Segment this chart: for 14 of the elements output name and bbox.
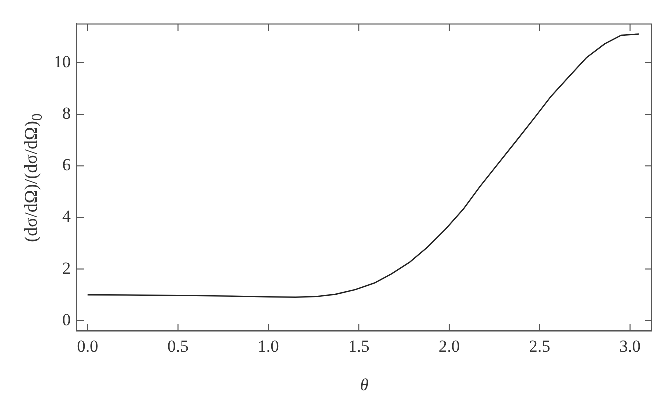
y-tick-label: 10 bbox=[54, 52, 71, 72]
x-tick-label: 2.0 bbox=[438, 336, 460, 356]
x-tick-label: 0.5 bbox=[168, 336, 189, 356]
x-tick-label: 2.5 bbox=[529, 336, 551, 356]
x-tick-label: 3.0 bbox=[620, 336, 641, 356]
x-tick-label: 1.0 bbox=[258, 336, 280, 356]
x-axis-title: θ bbox=[360, 375, 369, 394]
y-tick-label: 2 bbox=[62, 258, 71, 278]
y-tick-label: 4 bbox=[62, 207, 72, 226]
y-tick-label: 8 bbox=[62, 104, 71, 123]
y-tick-label: 0 bbox=[62, 310, 71, 330]
x-tick-label: 0.0 bbox=[77, 336, 98, 356]
y-tick-label: 6 bbox=[62, 156, 71, 175]
x-tick-label: 1.5 bbox=[348, 336, 370, 356]
